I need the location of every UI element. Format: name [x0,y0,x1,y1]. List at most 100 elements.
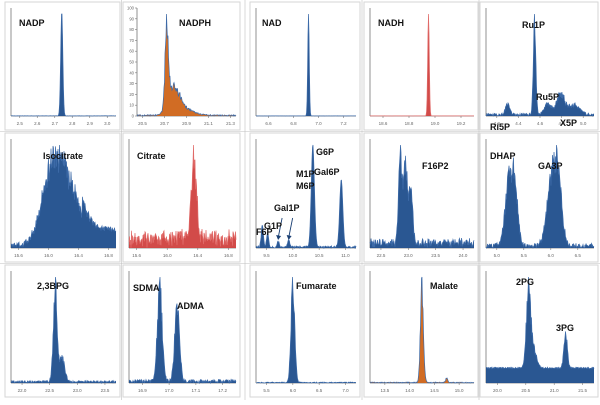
x-tick-label: 2.9 [87,121,94,126]
peak-label: F16P2 [422,161,449,171]
y-tick-label: 20 [129,92,134,97]
x-tick-label: 6.8 [290,121,297,126]
series-line [128,276,237,385]
x-tick-label: 4.2 [494,121,501,126]
series-line [255,276,357,384]
y-tick-label: 80 [129,27,134,32]
panel-5: 4.2 4.4 4.6 4.8 5.0 Ru1P Ru5P Ri5P X5P [479,1,599,132]
panel-15: 20.0 20.5 21.0 21.5 2PG 3PG [479,264,599,398]
peak-label: Fumarate [296,281,337,291]
panel-7: 15.6 16.0 16.4 16.8 Citrate [122,132,241,263]
peak-label: Citrate [137,151,166,161]
x-tick-label: 17.1 [191,388,200,393]
x-tick-label: 6.5 [316,388,323,393]
y-tick-label: 60 [129,49,134,54]
x-tick-label: 3.0 [104,121,111,126]
annotation-arrow [277,217,283,239]
x-tick-label: 16.4 [74,253,83,258]
panel-frame [363,1,479,131]
x-tick-label: 2.8 [69,121,76,126]
x-tick-label: 21.3 [226,121,235,126]
x-tick-label: 10.0 [288,253,297,258]
x-tick-label: 22.5 [377,253,386,258]
y-tick-label: 70 [129,38,134,43]
x-tick-label: 6.5 [575,253,582,258]
x-tick-label: 24.0 [459,253,468,258]
annotation-arrow [288,217,294,239]
series-line [485,144,595,249]
y-tick-label: 10 [129,103,134,108]
x-tick-label: 16.9 [138,388,147,393]
x-tick-label: 5.5 [263,388,270,393]
peak-label: Isocitrate [43,151,83,161]
series-line [485,13,595,118]
peak-label: Ru1P [522,20,545,30]
x-tick-label: 6.6 [265,121,272,126]
x-tick-label: 21.5 [578,388,587,393]
y-tick-label: 40 [129,70,134,75]
x-tick-label: 23.5 [101,388,110,393]
x-tick-label: 18.8 [405,121,414,126]
x-tick-label: 11.0 [341,253,350,258]
y-tick-label: 50 [129,60,134,65]
panel-frame [479,132,599,263]
peak-label: G6P [316,147,334,157]
x-tick-label: 7.0 [342,388,349,393]
peak-label: X5P [560,118,577,128]
x-tick-label: 23.0 [404,253,413,258]
x-tick-label: 20.5 [521,388,530,393]
peak-label: NADPH [179,18,211,28]
y-tick-label: 0 [132,114,135,119]
series-line [255,144,357,250]
x-tick-label: 10.5 [315,253,324,258]
x-tick-label: 20.7 [160,121,169,126]
peak-label: SDMA [133,283,160,293]
x-tick-label: 23.5 [431,253,440,258]
peak-label: 3PG [556,323,574,333]
panel-9: 22.5 23.0 23.5 24.0 F16P2 [363,132,479,263]
x-tick-label: 5.0 [494,253,501,258]
panel-frame [249,264,361,398]
panel-12: 16.9 17.0 17.1 17.2 SDMA ADMA [122,264,241,398]
series-line [369,276,475,384]
x-tick-label: 16.0 [44,253,53,258]
x-tick-label: 6.0 [290,388,297,393]
series-line [136,13,237,117]
series-area [370,277,474,383]
x-tick-label: 15.6 [14,253,23,258]
x-tick-label: 22.5 [45,388,54,393]
arrow-head-icon [276,235,282,240]
panel-2: 20.5 20.7 20.9 21.1 21.3 0 10 20 30 40 50 60 70 80 90 1… [122,1,241,131]
peak-label: GA3P [538,161,563,171]
peak-label: 2,3BPG [37,281,69,291]
x-tick-label: 14.0 [405,388,414,393]
series-line [485,276,595,370]
x-tick-label: 16.4 [193,253,202,258]
panel-1: 2.5 2.6 2.7 2.8 2.9 3.0 NADP [4,1,121,131]
x-tick-label: 16.8 [104,253,113,258]
x-tick-label: 17.2 [218,388,227,393]
peak-label: M6P [296,181,315,191]
y-tick-label: 100 [127,6,135,11]
peak-label: M1P [296,169,315,179]
x-tick-label: 6.0 [548,253,555,258]
x-tick-label: 4.6 [537,121,544,126]
x-tick-label: 2.6 [34,121,41,126]
x-tick-label: 19.0 [431,121,440,126]
x-tick-label: 15.0 [455,388,464,393]
arrow-head-icon [286,235,292,240]
peak-label: F6P [256,227,273,237]
panel-4: 18.6 18.8 19.0 19.2 NADH [363,1,479,131]
x-tick-label: 5.0 [580,121,587,126]
x-tick-label: 21.0 [550,388,559,393]
panel-frame [249,1,361,131]
y-tick-label: 30 [129,81,134,86]
x-tick-label: 18.6 [379,121,388,126]
series-line [369,13,475,117]
peak-label: NAD [262,18,282,28]
x-tick-label: 23.0 [73,388,82,393]
x-tick-label: 19.2 [457,121,466,126]
